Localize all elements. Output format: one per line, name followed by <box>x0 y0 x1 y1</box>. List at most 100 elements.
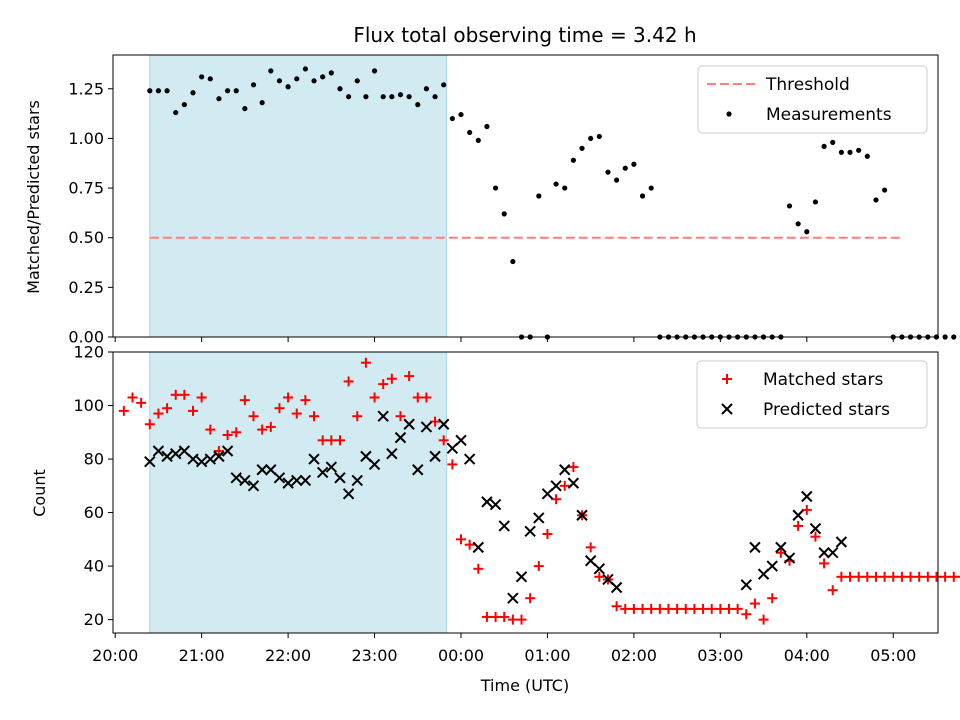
predicted-star-point <box>420 421 433 433</box>
measurement-point <box>406 94 412 100</box>
measurement-point <box>354 78 360 84</box>
measurement-point <box>346 94 352 100</box>
matched-star-point <box>265 421 276 432</box>
ratio-panel: 0.00 0.25 0.50 0.75 1.00 1.25 Matched/Predict… <box>24 54 960 347</box>
predicted-star-point <box>230 472 242 484</box>
x-tick-label: 05:00 <box>870 646 916 665</box>
matched-star-point <box>352 411 363 422</box>
matched-star-point <box>499 611 510 622</box>
matched-star-point <box>533 561 544 572</box>
predicted-star-point <box>412 464 424 476</box>
legend-measurements-label: Measurements <box>766 105 892 125</box>
matched-star-point <box>456 534 466 545</box>
measurement-point <box>570 157 576 163</box>
matched-star-point <box>680 603 691 614</box>
predicted-star-point <box>152 445 165 457</box>
measurement-point <box>371 68 378 74</box>
measurement-point <box>311 78 317 84</box>
y-tick-label-top: 0.00 <box>68 328 104 347</box>
x-tick-label: 23:00 <box>351 646 397 665</box>
legend-threshold-label: Threshold <box>765 75 850 95</box>
matched-star-point <box>559 480 570 491</box>
predicted-star-point <box>256 464 268 476</box>
measurement-point <box>588 135 594 142</box>
matched-star-point <box>464 539 475 550</box>
predicted-star-point <box>472 541 484 554</box>
measurement-point <box>389 94 395 100</box>
matched-star-point <box>845 571 856 582</box>
measurement-point <box>294 76 300 82</box>
legend-matched-sample <box>722 374 732 384</box>
predicted-star-point <box>740 579 752 591</box>
matched-star-point <box>948 571 959 582</box>
matched-star-point <box>188 405 199 416</box>
y-tick-label-top: 0.50 <box>68 228 104 247</box>
matched-star-point <box>862 571 873 582</box>
y-tick-label-top: 1.25 <box>68 79 104 98</box>
matched-star-point <box>585 542 596 553</box>
matched-star-point <box>654 603 665 614</box>
matched-star-point <box>291 408 302 419</box>
predicted-star-point <box>446 442 459 455</box>
predicted-star-point <box>783 552 796 564</box>
predicted-star-point <box>775 541 787 554</box>
predicted-star-point <box>386 447 398 460</box>
measurement-point <box>631 161 637 167</box>
measurement-point <box>458 111 464 118</box>
matched-star-point <box>827 585 838 596</box>
matched-star-point <box>386 373 397 384</box>
x-tick-label: 03:00 <box>697 646 743 665</box>
matched-star-point <box>594 571 605 582</box>
predicted-star-point <box>498 520 510 532</box>
measurement-point <box>553 181 559 187</box>
matched-star-point <box>239 395 250 406</box>
measurement-point <box>155 88 162 94</box>
legend-bottom: Matched stars Predicted stars <box>696 360 928 429</box>
measurement-point <box>510 258 516 265</box>
y-axis-label-bottom: Count <box>30 469 49 517</box>
predicted-star-point <box>239 474 251 487</box>
matched-star-point <box>283 392 294 403</box>
predicted-star-point <box>308 453 320 465</box>
predicted-star-point <box>438 418 450 430</box>
predicted-star-point <box>463 453 476 465</box>
matched-star-point <box>118 405 129 416</box>
predicted-star-point <box>455 434 467 447</box>
measurement-point <box>449 115 455 122</box>
predicted-star-point <box>195 456 208 468</box>
predicted-star-point <box>291 474 303 487</box>
predicted-star-point <box>550 480 562 492</box>
measurement-point <box>423 86 430 92</box>
measurement-point <box>882 187 888 193</box>
predicted-star-point <box>221 445 234 457</box>
x-tick-label: 20:00 <box>92 646 138 665</box>
predicted-star-point <box>368 458 381 471</box>
matched-star-point <box>447 459 458 470</box>
measurement-point <box>190 90 196 96</box>
matched-star-point <box>438 435 449 446</box>
matched-star-point <box>317 435 328 446</box>
matched-star-point <box>179 389 190 400</box>
measurement-point <box>363 94 369 100</box>
matched-star-point <box>326 435 337 446</box>
x-axis-label: Time (UTC) <box>480 676 569 695</box>
measurement-point <box>821 143 827 149</box>
matched-star-point <box>663 603 674 614</box>
measurement-point <box>207 76 213 82</box>
predicted-star-point <box>507 592 519 604</box>
predicted-star-point <box>351 474 363 487</box>
matched-star-point <box>568 462 579 473</box>
measurement-point <box>536 193 542 199</box>
matched-star-point <box>741 609 752 620</box>
matched-star-point <box>430 416 441 427</box>
matched-star-point <box>870 571 881 582</box>
predicted-star-point <box>161 450 173 463</box>
measurement-point <box>285 84 291 90</box>
predicted-star-point <box>325 461 338 473</box>
measurement-point <box>864 153 870 159</box>
predicted-star-point <box>584 555 597 567</box>
legend-predicted-sample <box>721 403 733 415</box>
measurement-point <box>328 70 334 76</box>
shaded-interval-bottom <box>149 351 448 634</box>
